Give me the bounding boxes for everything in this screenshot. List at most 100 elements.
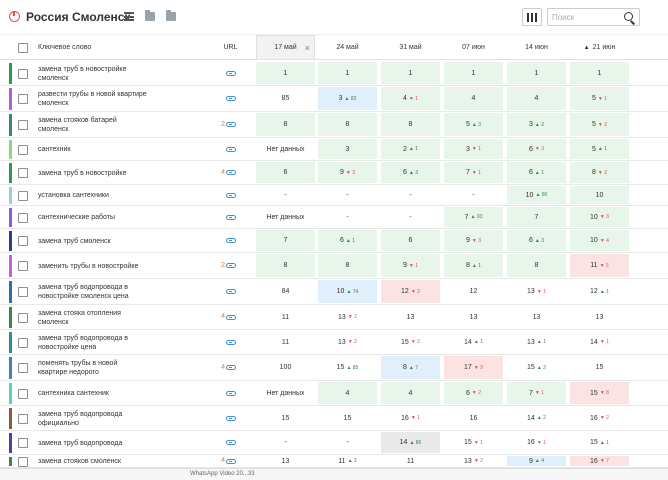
close-icon[interactable]: × xyxy=(304,43,310,53)
table-row[interactable]: замена труб водопровода официально 15 15 16… xyxy=(0,406,668,431)
table-row[interactable]: замена труб в новостройке смоленск 1 1 1 1 1 1 xyxy=(0,61,668,86)
columns-button[interactable] xyxy=(522,8,542,26)
table-row[interactable]: поменять трубы в новой квартире недорого… xyxy=(0,355,668,381)
position-value: 13 xyxy=(338,338,346,346)
link-icon[interactable] xyxy=(226,96,236,101)
column-header-date[interactable]: ▲ 21 июн xyxy=(570,35,629,60)
row-checkbox[interactable] xyxy=(18,389,28,399)
column-header-keyword[interactable]: Ключевое слово xyxy=(38,44,92,51)
row-checkbox[interactable] xyxy=(18,363,28,373)
position-value: 5 xyxy=(591,95,596,102)
search-icon[interactable] xyxy=(624,12,633,21)
link-icon[interactable] xyxy=(226,459,236,464)
position-cell: 11 ▼ 3 xyxy=(570,254,629,277)
table-row[interactable]: сантехника сантехник Нет данных 4 4 6 ▼ 2 7 ▼ 1… xyxy=(0,381,668,406)
link-icon[interactable] xyxy=(226,147,236,152)
column-header-date[interactable]: 14 июн xyxy=(507,35,566,60)
row-checkbox[interactable] xyxy=(18,120,28,130)
url-count[interactable]: 4 xyxy=(221,169,225,176)
position-value: 6 xyxy=(528,169,533,176)
position-cell: - xyxy=(318,432,377,453)
column-header-date[interactable]: 24 май xyxy=(318,35,377,60)
link-icon[interactable] xyxy=(226,289,236,294)
column-header-date[interactable]: 17 май × xyxy=(256,35,315,60)
trend-up-icon: ▲ 1 xyxy=(599,439,609,446)
table-row[interactable]: развести трубы в новой квартире смоленск… xyxy=(0,86,668,112)
table-row[interactable]: замена труб водопровода в новостройке см… xyxy=(0,279,668,305)
table-row[interactable]: замена труб водопровода - -14 ▲ 86 15 ▼ 1 16 ▼ … xyxy=(0,431,668,455)
row-color-marker xyxy=(9,357,12,379)
position-value: 15 xyxy=(464,439,472,446)
link-icon[interactable] xyxy=(226,340,236,345)
search-input[interactable] xyxy=(552,11,622,24)
table-row[interactable]: установка сантехники - - - -10 ▲ 90 10 xyxy=(0,185,668,206)
url-count[interactable]: 4 xyxy=(221,313,225,320)
position-cell: 1 xyxy=(507,62,566,84)
row-checkbox[interactable] xyxy=(18,438,28,448)
column-header-date[interactable]: 31 май xyxy=(381,35,440,60)
link-icon[interactable] xyxy=(226,391,236,396)
row-checkbox[interactable] xyxy=(18,313,28,323)
trend-up-icon: ▲ 7 xyxy=(408,364,419,371)
link-icon[interactable] xyxy=(226,365,236,370)
trend-down-icon: ▼ 1 xyxy=(597,95,608,102)
link-icon[interactable] xyxy=(226,122,236,127)
list-view-icon[interactable] xyxy=(124,12,134,21)
row-checkbox[interactable] xyxy=(18,338,28,348)
position-value: 16 xyxy=(401,414,409,422)
table-row[interactable]: замена стояка отопления смоленск 4 11 13 ▼ 2… xyxy=(0,305,668,330)
table-row[interactable]: сантехник Нет данных 3 2 ▲ 1 3 ▼ 1 6 ▼ 3 5 ▲ 1 xyxy=(0,138,668,161)
table-row[interactable]: замена труб смоленск 7 6 ▲ 1 6 9 ▼ 3 6 ▲ 3 10 ▼ 4 xyxy=(0,229,668,253)
position-value: 14 xyxy=(399,439,408,446)
row-checkbox[interactable] xyxy=(18,191,28,201)
link-icon[interactable] xyxy=(226,170,236,175)
table-row[interactable]: замена труб водопровода в новостройке це… xyxy=(0,330,668,355)
url-count[interactable]: 2 xyxy=(221,262,225,269)
url-count[interactable]: 2 xyxy=(221,121,225,128)
position-value: 1 xyxy=(283,69,288,77)
row-checkbox[interactable] xyxy=(18,94,28,104)
trend-up-icon: ▲ 2 xyxy=(536,364,546,371)
position-cell: 13 xyxy=(507,306,566,328)
row-checkbox[interactable] xyxy=(18,145,28,155)
select-all-checkbox[interactable] xyxy=(18,43,28,53)
link-icon[interactable] xyxy=(226,440,236,445)
row-checkbox[interactable] xyxy=(18,69,28,79)
row-checkbox[interactable] xyxy=(18,236,28,246)
folder-open-icon[interactable] xyxy=(166,10,176,21)
link-icon[interactable] xyxy=(226,193,236,198)
position-cell: 1 xyxy=(444,62,503,84)
position-value: 1 xyxy=(345,69,350,77)
position-cell: 7 ▼ 1 xyxy=(444,162,503,183)
url-count[interactable]: 4 xyxy=(221,364,225,371)
position-cell: 16 ▼ 7 xyxy=(570,456,629,466)
taskbar-item[interactable]: WhatsApp Video 20...33 xyxy=(190,471,255,477)
link-icon[interactable] xyxy=(226,238,236,243)
position-value: Нет данных xyxy=(266,213,305,221)
link-icon[interactable] xyxy=(226,71,236,76)
column-header-url[interactable]: URL xyxy=(223,44,238,51)
table-row[interactable]: замена стояков смоленск 4 13 11 ▲ 2 11 13 ▼ 2 9 ▲… xyxy=(0,455,668,468)
link-icon[interactable] xyxy=(226,315,236,320)
row-checkbox[interactable] xyxy=(18,457,28,467)
column-header-date[interactable]: 07 июн xyxy=(444,35,503,60)
table-row[interactable]: сантехнические работы Нет данных - -7 ▲ 93 7 1… xyxy=(0,206,668,229)
row-checkbox[interactable] xyxy=(18,168,28,178)
position-value: 100 xyxy=(279,364,292,371)
folder-icon[interactable] xyxy=(145,10,155,21)
trend-down-icon: ▼ 3 xyxy=(599,214,609,220)
position-cell: 6 ▼ 2 xyxy=(444,382,503,404)
row-checkbox[interactable] xyxy=(18,414,28,424)
row-checkbox[interactable] xyxy=(18,213,28,223)
link-icon[interactable] xyxy=(226,416,236,421)
position-value: - xyxy=(409,191,412,199)
link-icon[interactable] xyxy=(226,215,236,220)
row-checkbox[interactable] xyxy=(18,287,28,297)
link-icon[interactable] xyxy=(226,263,236,268)
row-checkbox[interactable] xyxy=(18,261,28,271)
url-count[interactable]: 4 xyxy=(221,457,225,464)
position-value: 13 xyxy=(464,457,472,465)
